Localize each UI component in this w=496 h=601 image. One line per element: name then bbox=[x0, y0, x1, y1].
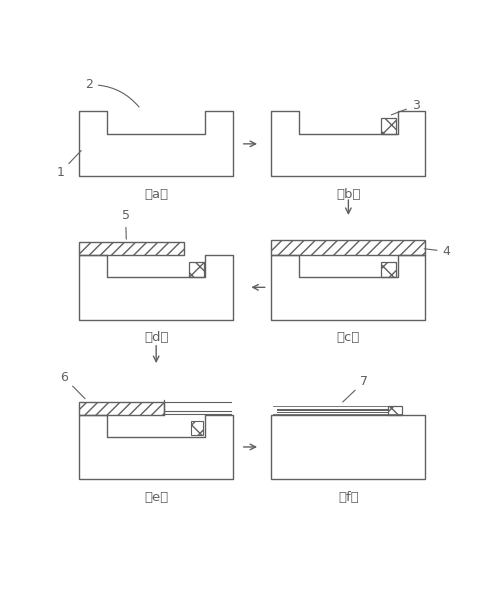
Text: （a）: （a） bbox=[144, 188, 168, 201]
Bar bbox=[381, 261, 396, 277]
Text: 7: 7 bbox=[343, 376, 368, 402]
Bar bbox=[271, 415, 425, 480]
Text: （e）: （e） bbox=[144, 491, 168, 504]
Text: 2: 2 bbox=[85, 78, 139, 107]
Bar bbox=[388, 406, 402, 415]
Text: 5: 5 bbox=[122, 209, 129, 239]
Bar bbox=[189, 261, 204, 277]
Text: 1: 1 bbox=[56, 150, 81, 179]
Text: （f）: （f） bbox=[338, 491, 359, 504]
Bar bbox=[79, 401, 164, 415]
Text: 6: 6 bbox=[60, 371, 85, 398]
Bar bbox=[79, 242, 184, 255]
Text: （c）: （c） bbox=[337, 331, 360, 344]
Text: （b）: （b） bbox=[336, 188, 361, 201]
Text: 4: 4 bbox=[424, 245, 450, 258]
Bar bbox=[381, 118, 396, 133]
Text: （d）: （d） bbox=[144, 331, 169, 344]
Text: 3: 3 bbox=[391, 99, 420, 115]
Bar bbox=[191, 421, 203, 435]
Bar bbox=[271, 240, 425, 255]
